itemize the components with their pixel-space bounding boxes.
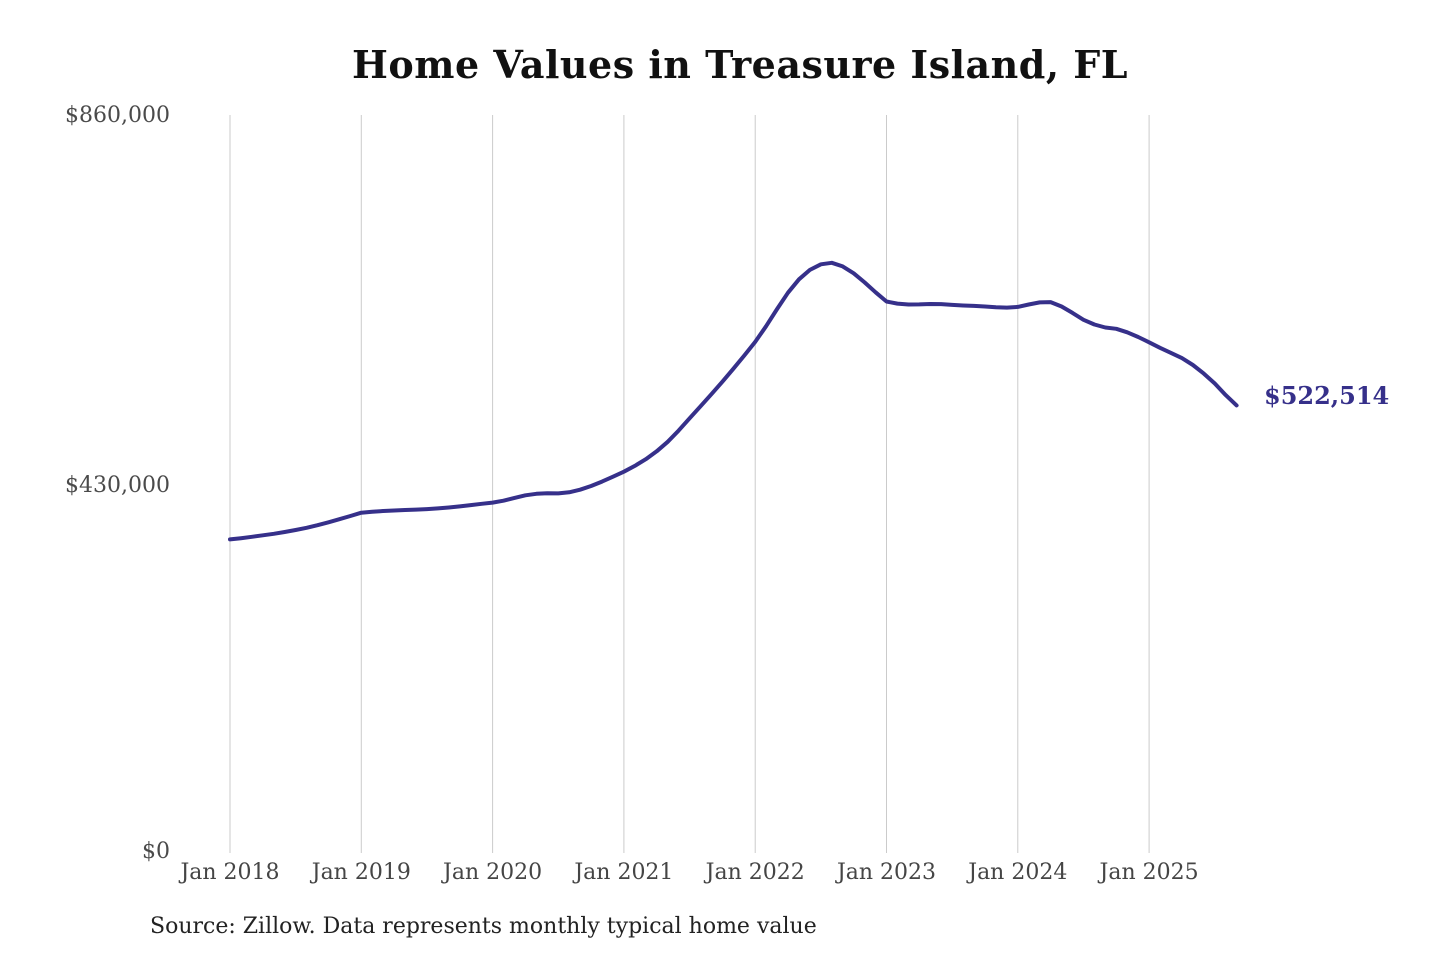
y-axis-tick-label: $860,000 <box>65 103 170 128</box>
x-axis-tick-label: Jan 2018 <box>180 860 280 885</box>
x-axis-tick-label: Jan 2025 <box>1099 860 1199 885</box>
chart-title: Home Values in Treasure Island, FL <box>352 42 1128 87</box>
end-value-label: $522,514 <box>1264 381 1390 410</box>
home-value-line <box>228 260 1239 542</box>
x-axis-tick-label: Jan 2022 <box>705 860 805 885</box>
x-axis-tick-label: Jan 2021 <box>574 860 674 885</box>
x-axis-tick-label: Jan 2020 <box>443 860 543 885</box>
y-axis-tick-label: $0 <box>142 839 170 864</box>
y-axis-tick-label: $430,000 <box>65 473 170 498</box>
x-axis-tick-label: Jan 2019 <box>311 860 411 885</box>
source-note: Source: Zillow. Data represents monthly … <box>150 914 817 939</box>
x-axis-tick-label: Jan 2024 <box>968 860 1068 885</box>
x-axis-tick-label: Jan 2023 <box>836 860 937 885</box>
